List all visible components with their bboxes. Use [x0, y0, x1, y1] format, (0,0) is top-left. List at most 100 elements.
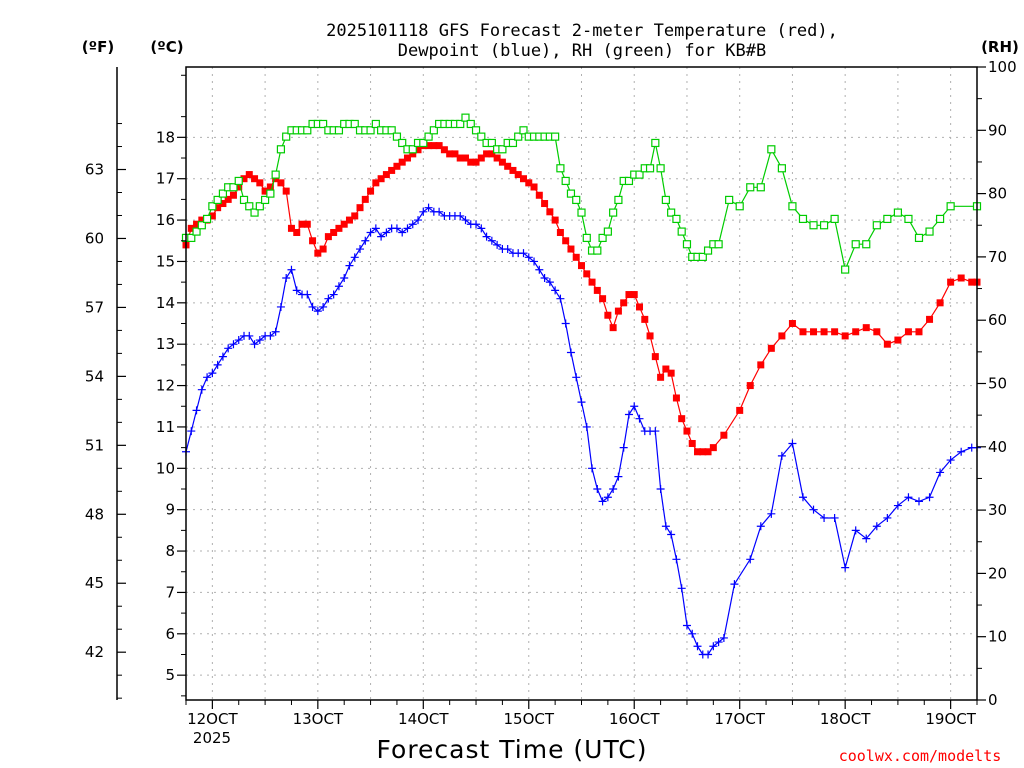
temperature-point — [514, 171, 522, 179]
y-axis-rh: 0 10 20 30 40 50 60 70 80 90 100 — [977, 58, 1017, 709]
dewpoint-point — [588, 464, 597, 473]
dewpoint-point — [936, 468, 945, 477]
temperature-point — [572, 253, 580, 261]
temperature-point — [372, 179, 380, 187]
dewpoint-point — [714, 638, 723, 647]
year-label: 2025 — [193, 729, 231, 747]
rh-point — [788, 202, 797, 211]
temperature-point — [251, 175, 259, 183]
temperature-point — [646, 332, 654, 340]
dewpoint-point — [371, 224, 380, 233]
rh-tick-label: 90 — [988, 121, 1007, 139]
temperature-point — [398, 158, 406, 166]
dewpoint-point — [482, 232, 491, 241]
rh-point — [551, 132, 560, 141]
dewpoint-point — [229, 340, 238, 349]
rh-point — [234, 176, 243, 186]
rh-point — [677, 227, 686, 236]
fahrenheit-tick-label: 45 — [85, 574, 104, 592]
temperature-point — [498, 158, 506, 166]
temperature-point — [219, 200, 227, 208]
celsius-tick-label: 5 — [165, 666, 175, 684]
rh-tick-label: 100 — [988, 58, 1017, 76]
rh-point — [883, 214, 892, 224]
temperature-point — [694, 448, 702, 456]
temperature-point — [245, 171, 253, 179]
temperature-point — [630, 291, 638, 299]
rh-point — [682, 240, 692, 249]
dewpoint-point — [656, 485, 665, 493]
dewpoint-point — [345, 261, 354, 270]
dewpoint-point — [313, 307, 322, 316]
rh-tick-label: 30 — [988, 501, 1007, 519]
dewpoint-point — [862, 534, 871, 543]
temperature-point — [567, 245, 575, 253]
celsius-tick-label: 11 — [156, 418, 175, 436]
rh-point — [661, 195, 670, 205]
rh-point — [466, 119, 475, 129]
rh-point — [477, 132, 486, 141]
rh-point — [577, 208, 586, 217]
dewpoint-point — [893, 501, 902, 510]
rh-point — [250, 208, 259, 217]
dewpoint-point — [324, 294, 333, 303]
dewpoint-point — [350, 253, 359, 262]
series-lines — [181, 113, 982, 659]
dewpoint-point — [667, 530, 676, 539]
celsius-tick-label: 15 — [156, 252, 175, 270]
temperature-point — [345, 216, 353, 224]
rh-point — [893, 208, 903, 217]
dewpoint-point — [245, 331, 254, 340]
temperature-point — [788, 320, 796, 328]
rh-point — [672, 214, 681, 224]
temperature-point — [625, 291, 633, 299]
dewpoint-point — [820, 513, 829, 522]
rh-point — [245, 202, 254, 211]
temperature-point — [493, 154, 501, 162]
dewpoint-point — [719, 633, 728, 642]
rh-tick-label: 0 — [988, 691, 998, 709]
temperature-point — [709, 444, 717, 452]
temperature-point — [519, 175, 527, 183]
x-tick-label: 13OCT — [293, 710, 344, 728]
temperature-point — [651, 353, 659, 361]
celsius-unit-label: (ºC) — [150, 38, 183, 56]
dewpoint-point — [308, 302, 317, 311]
rh-unit-label: (RH) — [981, 38, 1019, 56]
series-0 — [182, 142, 981, 456]
temperature-point — [614, 307, 622, 315]
rh-point — [387, 126, 396, 135]
dewpoint-point — [540, 274, 549, 282]
dewpoint-point — [519, 249, 528, 258]
dewpoint-point — [756, 522, 765, 531]
credit-text: coolwx.com/modelts — [839, 747, 1002, 765]
dewpoint-point — [904, 493, 913, 502]
dewpoint-point — [392, 224, 401, 233]
rh-point — [735, 202, 744, 211]
dewpoint-point — [598, 497, 607, 506]
dewpoint-point — [851, 526, 860, 535]
temperature-point — [904, 328, 912, 336]
chart-title-line1: 2025101118 GFS Forecast 2-meter Temperat… — [326, 21, 838, 41]
x-axis: 12OCT 13OCT 14OCT 15OCT 16OCT 17OCT 18OCT 19OCT — [185, 700, 978, 728]
temperature-point — [957, 274, 965, 282]
temperature-point — [820, 328, 828, 336]
dewpoint-point — [672, 555, 681, 564]
dewpoint-point — [841, 563, 850, 572]
rh-point — [714, 240, 723, 249]
fahrenheit-tick-label: 42 — [85, 643, 104, 661]
temperature-point — [409, 150, 417, 158]
rh-tick-label: 70 — [988, 248, 1007, 266]
dewpoint-point — [266, 331, 275, 340]
temperature-point — [488, 150, 496, 158]
rh-point — [598, 233, 607, 243]
temperature-point — [282, 187, 290, 195]
rh-point — [276, 145, 286, 154]
rh-point — [519, 126, 528, 135]
rh-point — [202, 214, 212, 224]
rh-point — [725, 195, 734, 205]
rh-point — [809, 221, 818, 230]
temperature-point — [319, 245, 327, 253]
grid-lines — [186, 67, 977, 700]
temperature-point — [451, 150, 459, 158]
